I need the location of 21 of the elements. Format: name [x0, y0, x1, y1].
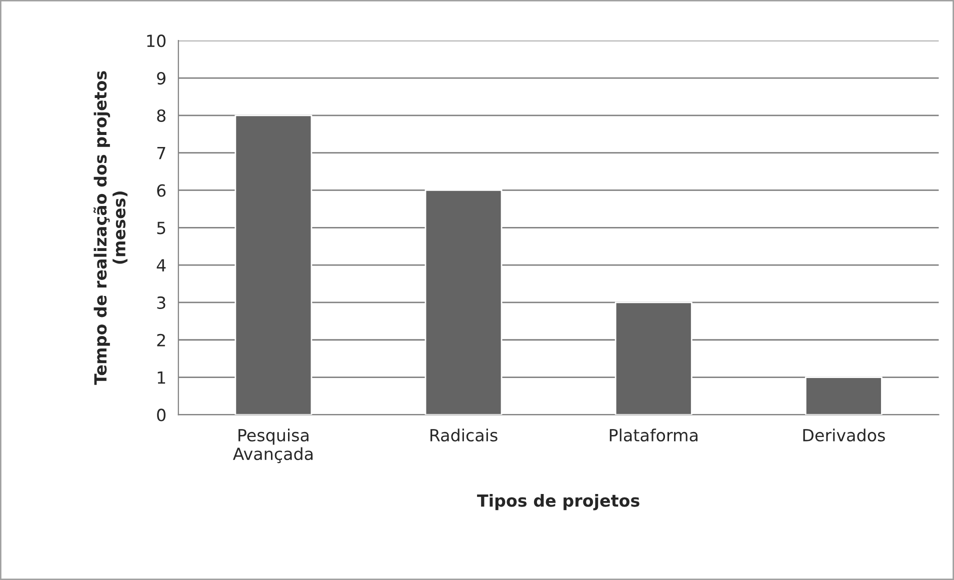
x-tick-label: Derivados	[803, 428, 885, 442]
y-tick-label: 7	[157, 147, 166, 160]
bar	[804, 376, 882, 415]
y-tick-label: 6	[157, 184, 166, 197]
bar	[234, 114, 312, 415]
y-tick-label: 0	[157, 408, 166, 422]
bar	[424, 190, 502, 415]
x-tick-label: Plataforma	[610, 428, 698, 442]
y-axis-title: Tempo de realização dos projetos (meses)	[93, 71, 128, 385]
y-tick-label: 2	[157, 334, 165, 346]
y-tick-label: 4	[156, 259, 166, 272]
x-tick-label: Pesquisa Avançada	[232, 428, 313, 464]
y-tick-label: 9	[157, 72, 166, 85]
bar	[614, 302, 692, 415]
x-tick-label: Radicais	[430, 428, 498, 442]
y-tick-label: 10	[147, 34, 166, 48]
y-tick-label: 5	[157, 222, 166, 234]
y-tick-label: 1	[158, 371, 166, 384]
x-axis-title: Tipos de projetos	[477, 494, 640, 510]
y-tick-label: 3	[157, 296, 166, 310]
y-tick-label: 8	[157, 109, 166, 122]
